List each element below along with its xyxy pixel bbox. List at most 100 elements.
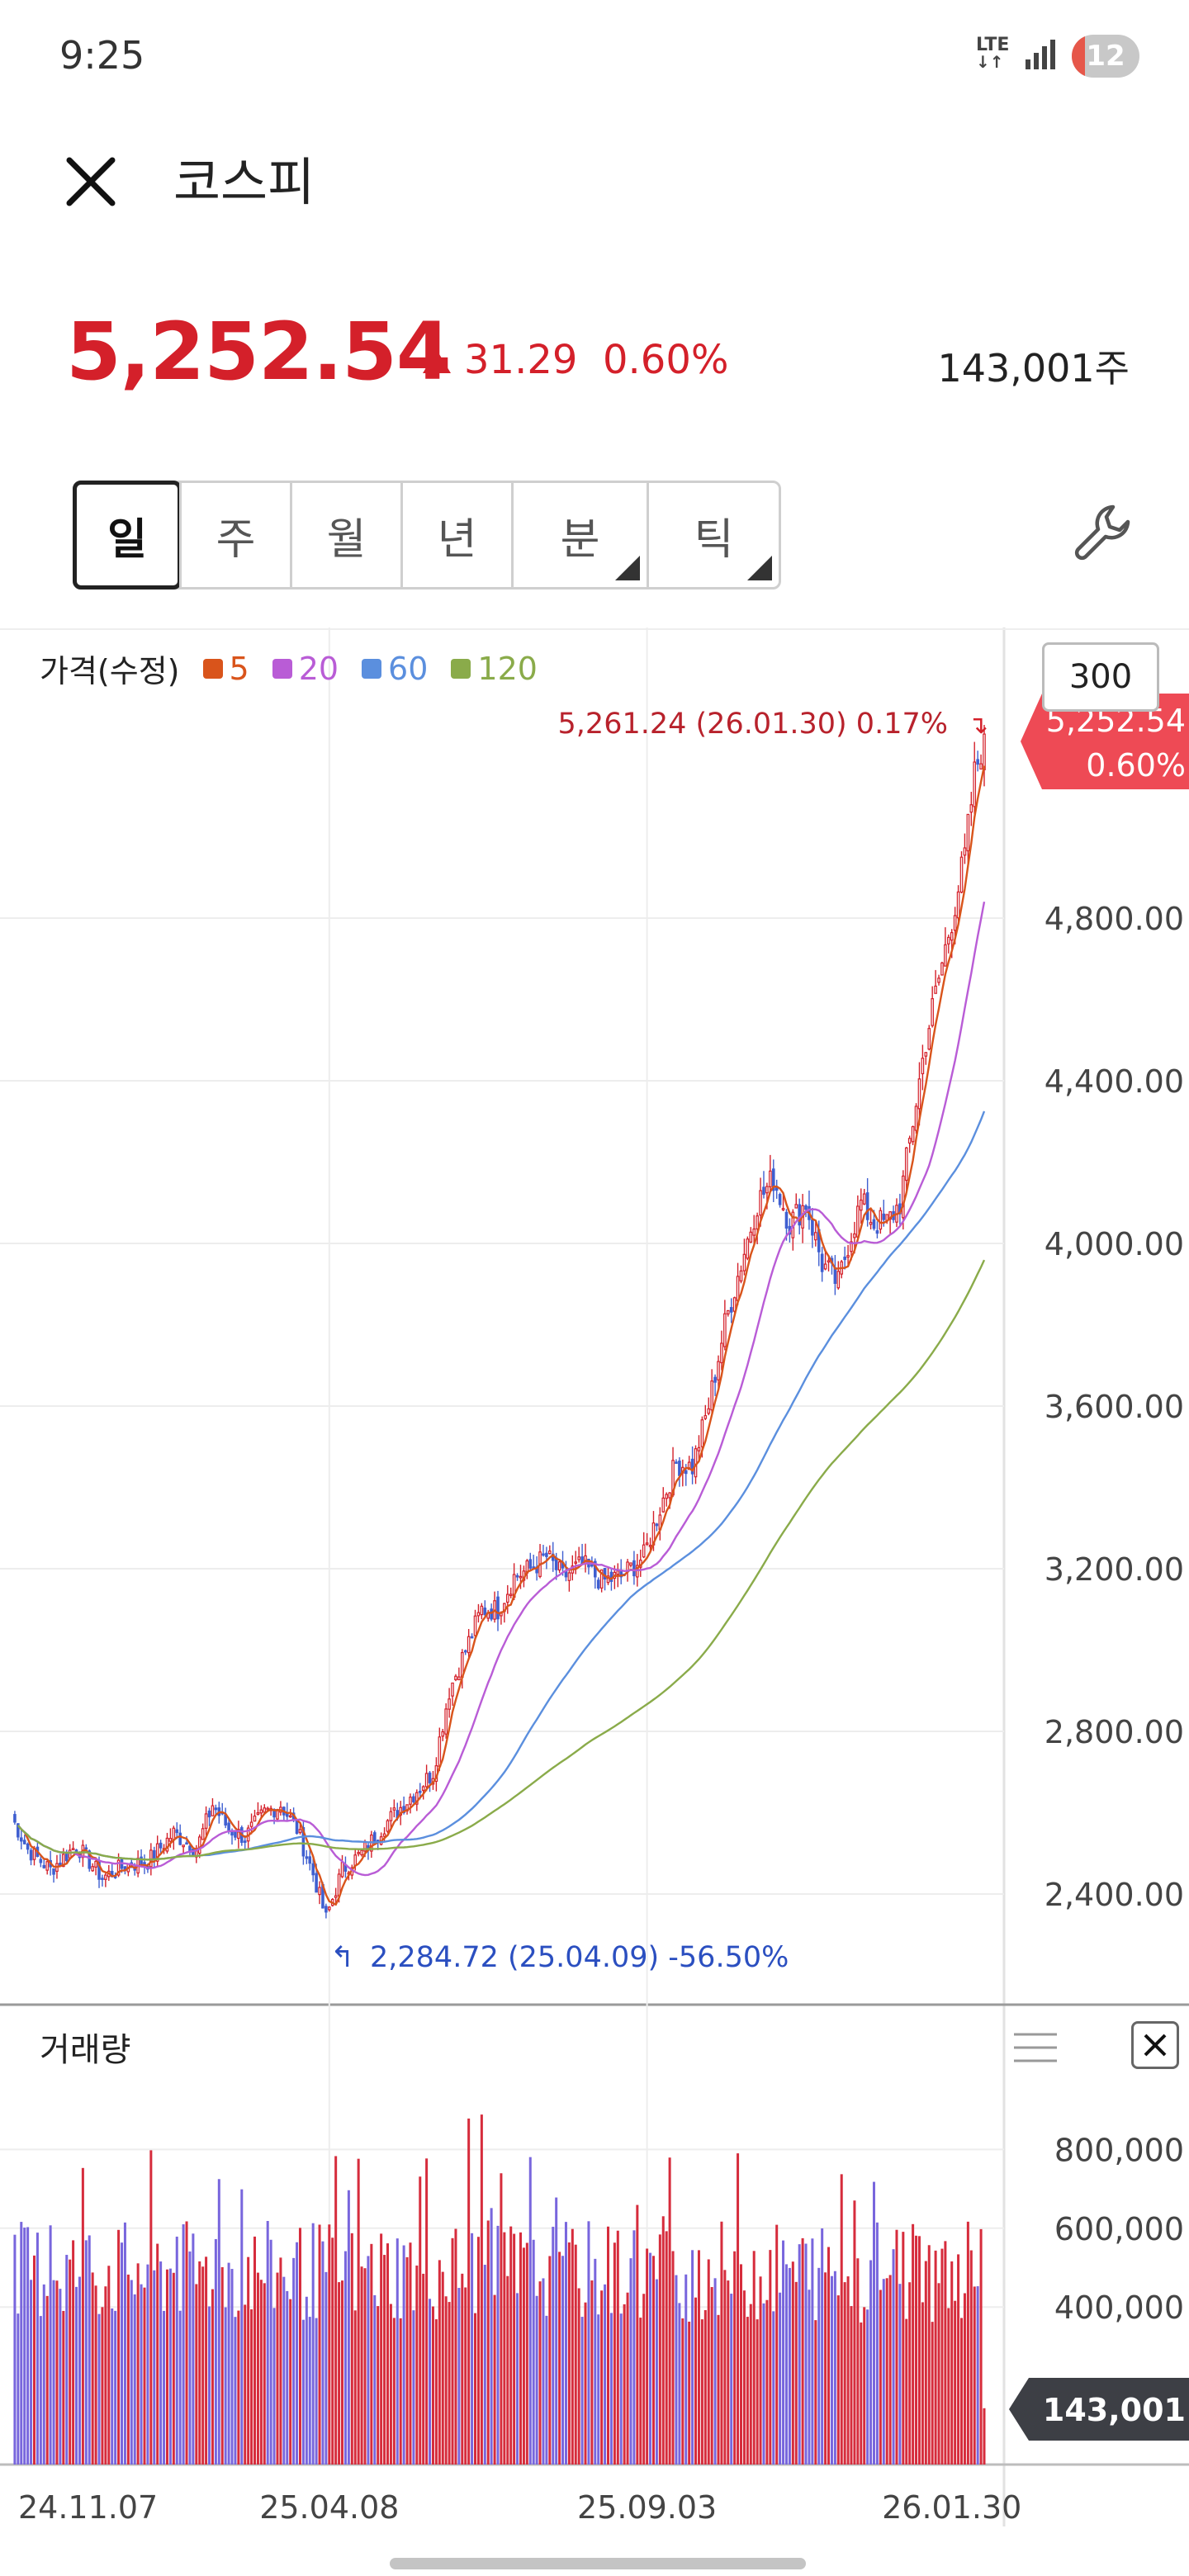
volume-bar bbox=[713, 2278, 717, 2465]
volume-bar bbox=[564, 2222, 567, 2465]
volume-bar bbox=[396, 2238, 399, 2465]
candle-body bbox=[934, 985, 937, 994]
candle-body bbox=[947, 936, 950, 945]
wrench-icon[interactable] bbox=[1070, 500, 1135, 565]
volume-close-button[interactable] bbox=[1131, 2021, 1179, 2069]
candle-body bbox=[418, 1790, 422, 1793]
menu-icon[interactable] bbox=[1012, 2029, 1059, 2066]
volume-bar bbox=[908, 2282, 912, 2465]
volume-bar bbox=[561, 2256, 565, 2465]
volume-bar bbox=[353, 2310, 357, 2465]
volume-bar bbox=[121, 2242, 124, 2465]
candle-body bbox=[211, 1805, 215, 1816]
volume-bar bbox=[188, 2251, 192, 2465]
volume-bar bbox=[915, 2235, 918, 2465]
status-bar: 9:25 LTE ↓↑ 12 bbox=[0, 0, 1189, 107]
candle-body bbox=[781, 1208, 785, 1210]
tab-monthly[interactable]: 월 bbox=[290, 483, 400, 587]
volume-bar bbox=[444, 2296, 448, 2465]
network-indicator: LTE ↓↑ bbox=[976, 35, 1010, 72]
volume-bar bbox=[178, 2310, 182, 2465]
volume-bar bbox=[979, 2228, 983, 2465]
zoom-count-button[interactable]: 300 bbox=[1042, 642, 1159, 712]
volume-bar bbox=[367, 2256, 370, 2465]
volume-bar bbox=[752, 2251, 756, 2465]
stock-chart[interactable]: 4,800.00 4,400.00 4,000.00 3,600.00 3,200.00… bbox=[0, 627, 1189, 2526]
battery-level: 12 bbox=[1086, 40, 1125, 73]
tab-weekly[interactable]: 주 bbox=[179, 483, 290, 587]
candle-body bbox=[959, 856, 964, 893]
page-title: 코스피 bbox=[173, 152, 315, 212]
period-tabs: 일 주 월 년 분 틱 bbox=[73, 481, 781, 590]
candle-body bbox=[655, 1523, 659, 1527]
candle-body bbox=[973, 761, 977, 807]
legend-ma20: 20 bbox=[272, 651, 339, 687]
candle-body bbox=[451, 1682, 454, 1697]
volume-bar bbox=[59, 2289, 62, 2465]
candle-body bbox=[814, 1232, 817, 1241]
candle-body bbox=[409, 1797, 412, 1805]
volume-bar bbox=[969, 2250, 973, 2465]
volume-bar bbox=[703, 2309, 707, 2465]
candle-body bbox=[953, 915, 957, 931]
candle-body bbox=[457, 1676, 461, 1681]
min-arrow-icon: ↰ bbox=[330, 1941, 354, 1974]
candle-body bbox=[749, 1231, 753, 1243]
candle-body bbox=[266, 1807, 270, 1811]
volume-bar bbox=[159, 2261, 163, 2465]
candle-body bbox=[168, 1838, 173, 1842]
volume-bar bbox=[185, 2221, 188, 2465]
chart-legend: 가격(수정) 5 20 60 120 bbox=[40, 646, 538, 691]
candle-body bbox=[88, 1850, 92, 1869]
volume-bar bbox=[737, 2153, 740, 2465]
home-indicator[interactable] bbox=[390, 2558, 806, 2569]
tab-tick[interactable]: 틱 bbox=[647, 483, 779, 587]
candle-body bbox=[182, 1844, 185, 1848]
volume-bar bbox=[111, 2308, 114, 2465]
candle-body bbox=[17, 1823, 20, 1838]
candle-body bbox=[201, 1828, 205, 1840]
volume-bar bbox=[532, 2239, 535, 2465]
volume-bar bbox=[503, 2232, 506, 2465]
volume-bar bbox=[431, 2306, 434, 2465]
candle-body bbox=[159, 1842, 163, 1849]
volume-bar bbox=[697, 2250, 700, 2465]
max-arrow-icon: ↴ bbox=[968, 711, 988, 740]
volume-bar bbox=[784, 2264, 788, 2465]
volume-bar bbox=[32, 2255, 36, 2465]
current-price-tag-percent: 0.60% bbox=[1086, 747, 1186, 784]
candle-body bbox=[765, 1186, 769, 1194]
volume-bar bbox=[133, 2294, 136, 2465]
volume-bar bbox=[136, 2263, 140, 2465]
volume-bar bbox=[860, 2322, 863, 2465]
candle-body bbox=[642, 1544, 646, 1558]
volume-bar bbox=[298, 2228, 301, 2465]
volume-bar bbox=[555, 2197, 558, 2465]
current-volume-tag bbox=[1009, 2378, 1189, 2441]
volume-bar bbox=[486, 2220, 490, 2465]
volume-bar bbox=[114, 2310, 117, 2465]
volume-bar bbox=[107, 2266, 111, 2465]
candle-body bbox=[13, 1814, 17, 1823]
tab-yearly[interactable]: 년 bbox=[400, 483, 511, 587]
tab-minute[interactable]: 분 bbox=[511, 483, 647, 587]
volume-bar bbox=[522, 2247, 525, 2465]
candle-body bbox=[726, 1309, 730, 1315]
close-icon[interactable] bbox=[58, 149, 124, 215]
y-tick-label: 2,800.00 bbox=[1045, 1714, 1184, 1750]
volume-bar bbox=[604, 2284, 607, 2465]
volume-bar bbox=[208, 2306, 211, 2465]
volume-bar bbox=[548, 2256, 552, 2465]
volume-bar bbox=[81, 2167, 84, 2465]
volume-bar bbox=[301, 2319, 305, 2465]
volume-bar bbox=[626, 2292, 629, 2465]
candle-body bbox=[528, 1559, 533, 1569]
tab-daily[interactable]: 일 bbox=[73, 481, 182, 590]
volume-bar bbox=[811, 2238, 814, 2465]
volume-bar bbox=[616, 2230, 619, 2465]
candle-body bbox=[298, 1829, 302, 1834]
candle-body bbox=[91, 1866, 94, 1872]
volume-bar bbox=[707, 2259, 710, 2465]
volume-bar bbox=[419, 2176, 422, 2465]
volume-bar bbox=[661, 2216, 665, 2465]
